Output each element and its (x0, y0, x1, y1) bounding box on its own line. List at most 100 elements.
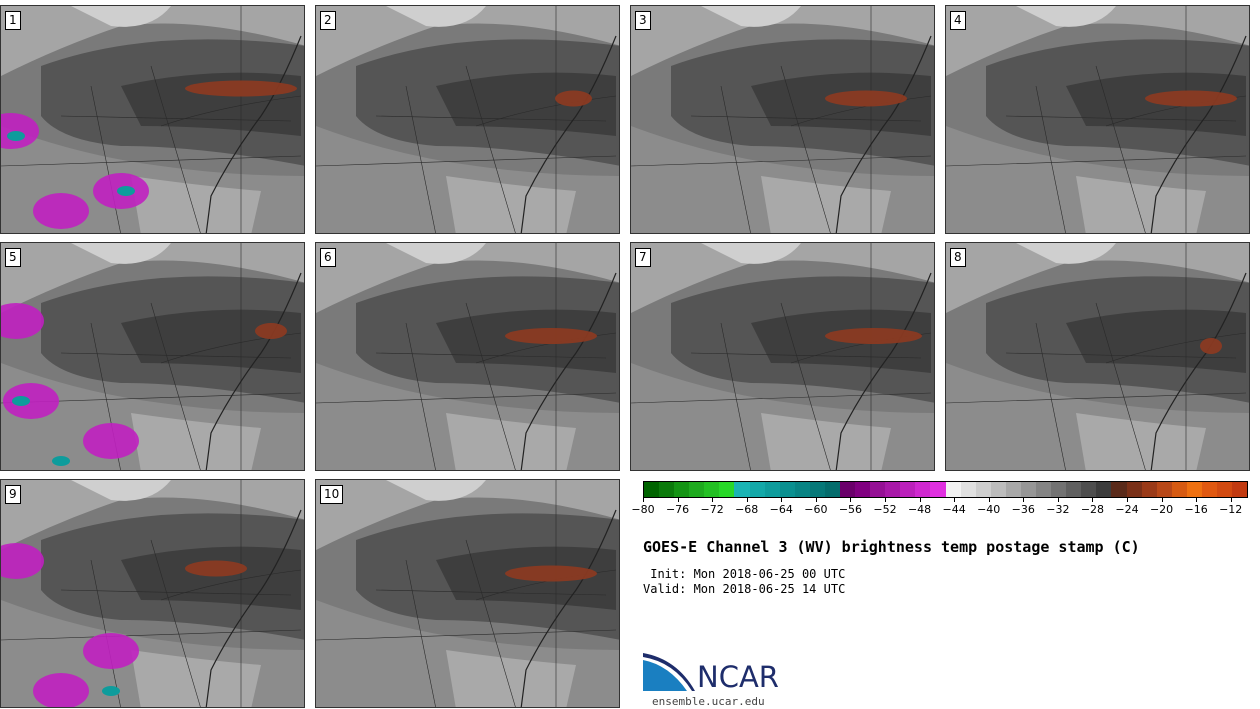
colorbar-tick-label: −12 (1219, 503, 1243, 516)
colorbar-segment (824, 482, 841, 497)
panel-label: 1 (5, 11, 21, 30)
member-panel-1: 1 (0, 5, 305, 234)
chart-title: GOES-E Channel 3 (WV) brightness temp po… (643, 538, 1140, 556)
panel-label: 7 (635, 248, 651, 267)
init-time: Init: Mon 2018-06-25 00 UTC (643, 567, 846, 581)
colorbar-segment (1141, 482, 1157, 497)
colorbar-tick-label: −64 (769, 503, 793, 516)
member-panel-5: 5 (0, 242, 305, 471)
colorbar-segment (855, 482, 871, 497)
panel-label: 6 (320, 248, 336, 267)
colorbar-ticks: −80 −76 −72 −68 −64 −60 −56 −52 −48 −44 −40 −36 −32−… (631, 498, 1248, 518)
colorbar-segment (1232, 482, 1248, 497)
colorbar-segment (1156, 482, 1172, 497)
colorbar-tick (954, 498, 956, 502)
colorbar-tick (919, 498, 921, 502)
colorbar-segment (990, 482, 1006, 497)
colorbar-tick (1230, 498, 1232, 502)
colorbar-tick (1092, 498, 1094, 502)
colorbar-segment (975, 482, 991, 497)
colorbar-tick (746, 498, 748, 502)
colorbar-segment (644, 482, 660, 497)
colorbar-tick (712, 498, 714, 502)
colorbar-segment (749, 482, 765, 497)
panel-label: 2 (320, 11, 336, 30)
colorbar-segment (734, 482, 750, 497)
wv-map (316, 480, 619, 707)
colorbar-tick (850, 498, 852, 502)
colorbar-segment (840, 482, 856, 497)
colorbar-tick (885, 498, 886, 502)
colorbar-tick-label: −28 (1080, 503, 1105, 516)
panel-label: 4 (950, 11, 966, 30)
colorbar-segment (1111, 482, 1127, 497)
member-panel-3: 3 (630, 5, 935, 234)
panel-label: 8 (950, 248, 966, 267)
panel-label: 9 (5, 485, 21, 504)
colorbar-segment (1126, 482, 1142, 497)
colorbar-segment (659, 482, 675, 497)
colorbar-tick-label: −16 (1184, 503, 1208, 516)
colorbar (643, 481, 1248, 498)
colorbar-segment (945, 482, 961, 497)
colorbar-segment (1051, 482, 1067, 497)
colorbar-segment (1036, 482, 1052, 497)
colorbar-segment (1171, 482, 1187, 497)
wv-map (316, 6, 619, 233)
colorbar-tick (815, 498, 817, 502)
wv-map (631, 243, 934, 470)
colorbar-tick (1196, 498, 1198, 502)
colorbar-tick-label: −24 (1115, 503, 1139, 516)
wv-map (316, 243, 619, 470)
site-url: ensemble.ucar.edu (652, 695, 765, 708)
member-panel-6: 6 (315, 242, 620, 471)
colorbar-segment (1005, 482, 1021, 497)
colorbar-segment (1081, 482, 1097, 497)
member-panel-9: 9 (0, 479, 305, 708)
wv-map (946, 6, 1249, 233)
colorbar-tick-label: −76 (665, 503, 690, 516)
colorbar-segment (1216, 482, 1233, 497)
colorbar-segment (960, 482, 976, 497)
colorbar-tick-label: −40 (977, 503, 1001, 516)
colorbar-tick (781, 498, 783, 502)
panel-label: 5 (5, 248, 21, 267)
wv-map (1, 243, 304, 470)
colorbar-tick-label: −36 (1011, 503, 1035, 516)
colorbar-tick-label: −48 (907, 503, 932, 516)
member-panel-8: 8 (945, 242, 1250, 471)
colorbar-segment (930, 482, 946, 497)
colorbar-tick-label: −32 (1046, 503, 1070, 516)
wv-map (946, 243, 1249, 470)
colorbar-segment (689, 482, 705, 497)
colorbar-tick-label: −80 (631, 503, 655, 516)
colorbar-tick (1023, 498, 1025, 502)
colorbar-segment (674, 482, 690, 497)
colorbar-segment (885, 482, 901, 497)
wv-map (631, 6, 934, 233)
colorbar-segment (900, 482, 916, 497)
colorbar-segment (764, 482, 780, 497)
ncar-logo-icon (643, 653, 695, 691)
colorbar-tick (1127, 498, 1128, 502)
colorbar-segment (1201, 482, 1217, 497)
colorbar-segment (794, 482, 810, 497)
member-panel-2: 2 (315, 5, 620, 234)
member-panel-7: 7 (630, 242, 935, 471)
colorbar-tick-label: −56 (838, 503, 863, 516)
member-panel-4: 4 (945, 5, 1250, 234)
colorbar-segment (915, 482, 931, 497)
colorbar-tick (1161, 498, 1163, 502)
panel-label: 3 (635, 11, 651, 30)
colorbar-tick (677, 498, 679, 502)
colorbar-tick-label: −68 (735, 503, 759, 516)
wv-map (1, 6, 304, 233)
colorbar-tick-label: −60 (804, 503, 828, 516)
colorbar-segment (809, 482, 825, 497)
colorbar-segment (870, 482, 886, 497)
colorbar-segment (779, 482, 795, 497)
colorbar-tick-label: −44 (942, 503, 966, 516)
wv-map (1, 480, 304, 707)
colorbar-segment (1096, 482, 1112, 497)
colorbar-segment (1186, 482, 1202, 497)
